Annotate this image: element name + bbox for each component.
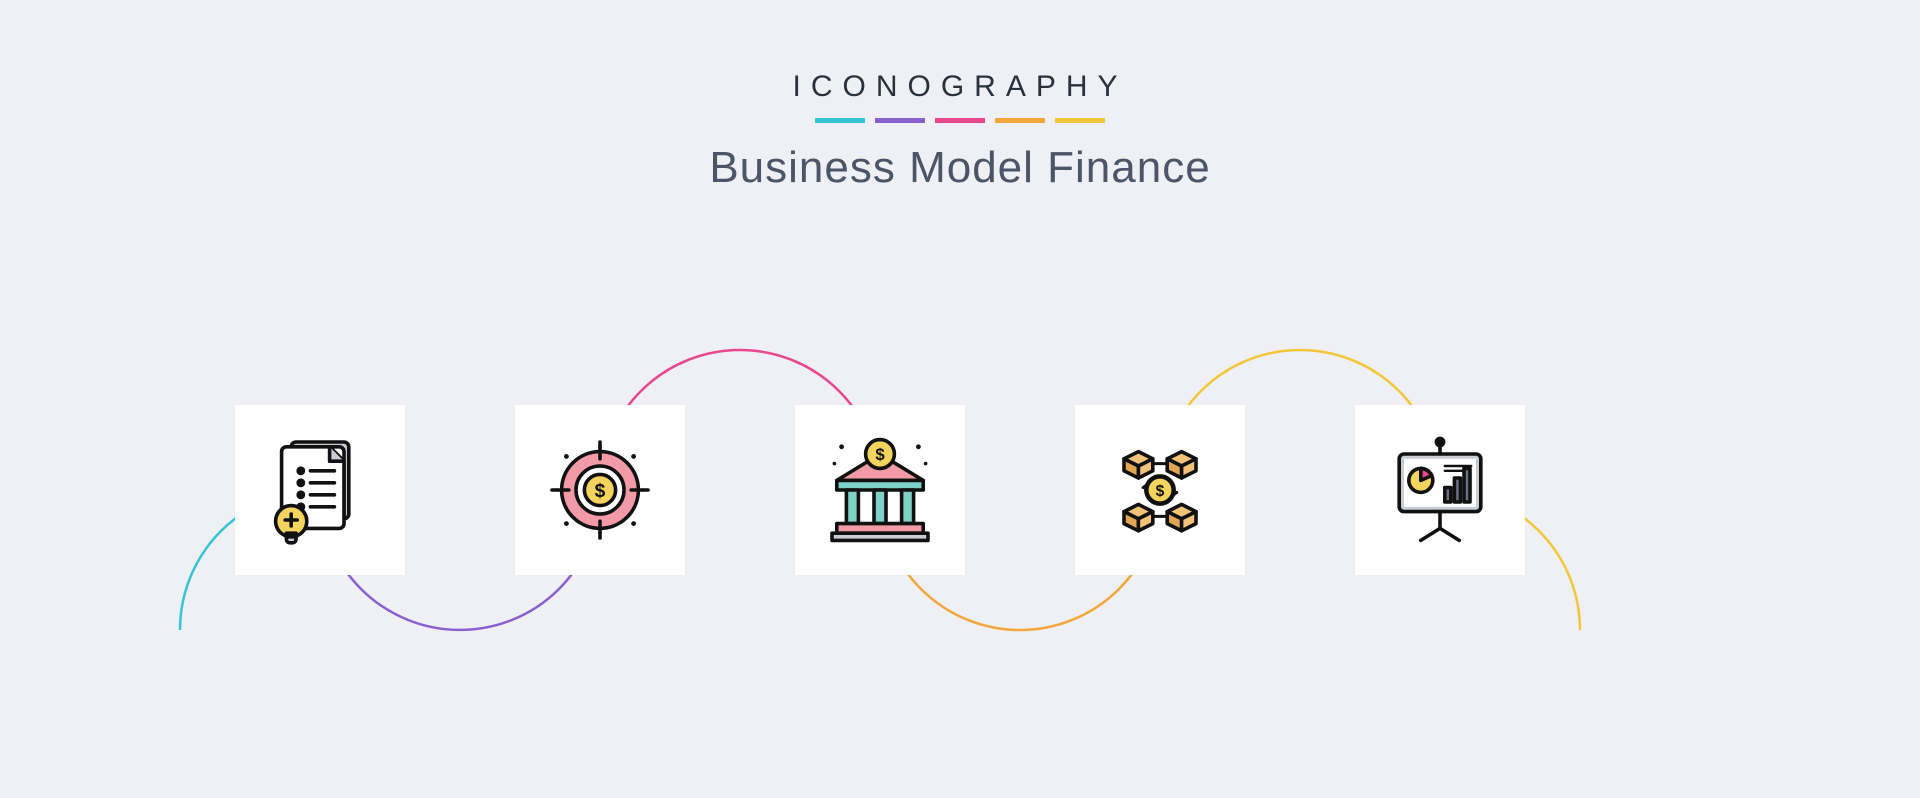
money-flow-icon: $ — [1100, 430, 1220, 550]
brand-title: ICONOGRAPHY — [0, 70, 1920, 104]
icon-card — [1355, 405, 1525, 575]
accent-bar — [1055, 118, 1105, 123]
page-subtitle: Business Model Finance — [0, 143, 1920, 193]
icon-card — [235, 405, 405, 575]
icon-card: $ — [1075, 405, 1245, 575]
accent-bar — [815, 118, 865, 123]
header: ICONOGRAPHY Business Model Finance — [0, 0, 1920, 193]
icon-card: $ — [515, 405, 685, 575]
money-target-icon: $ — [540, 430, 660, 550]
bank-building-icon: $ — [820, 430, 940, 550]
accent-color-bars — [0, 118, 1920, 123]
svg-text:$: $ — [595, 481, 606, 502]
accent-bar — [875, 118, 925, 123]
document-idea-icon — [260, 430, 380, 550]
accent-bar — [935, 118, 985, 123]
svg-text:$: $ — [1156, 483, 1165, 500]
icon-card: $ — [795, 405, 965, 575]
presentation-chart-icon — [1380, 430, 1500, 550]
svg-text:$: $ — [875, 445, 885, 464]
accent-bar — [995, 118, 1045, 123]
